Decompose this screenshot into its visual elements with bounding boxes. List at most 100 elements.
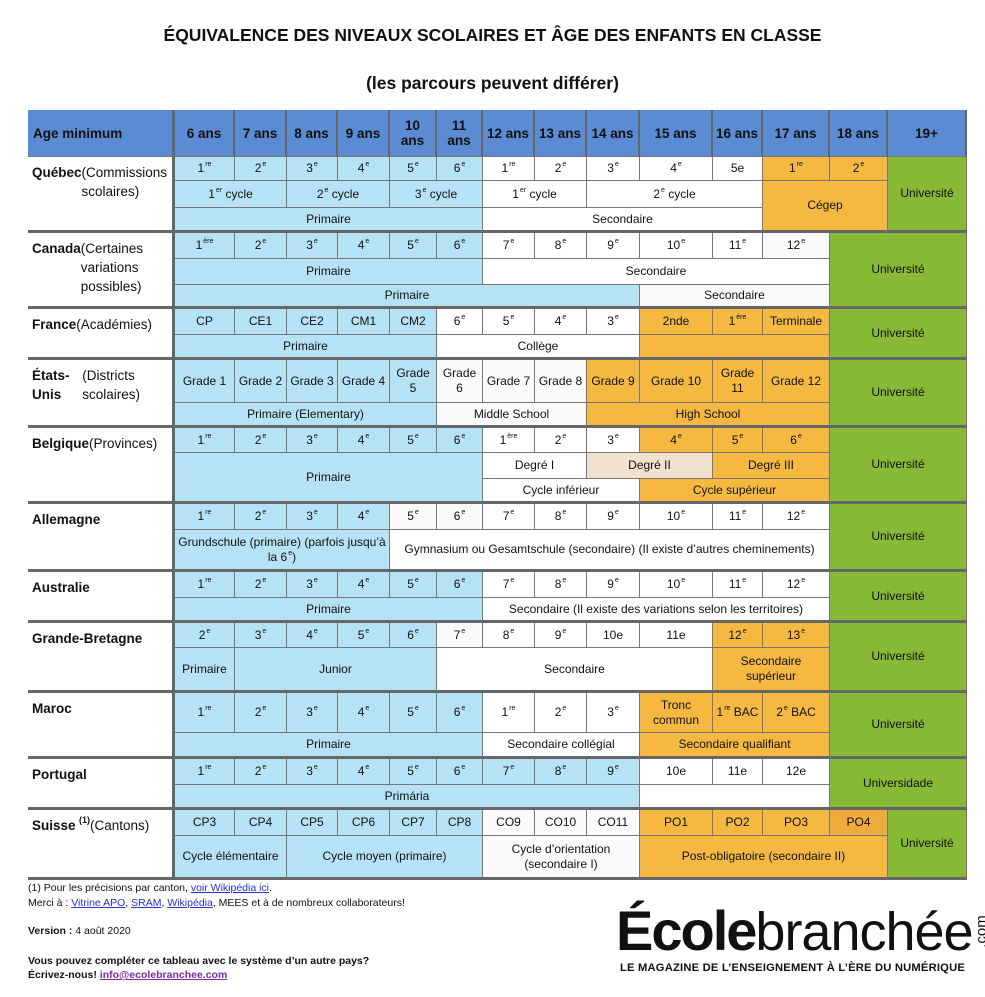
grade-cell: 6e [437, 759, 483, 785]
grade-cell: 10e [640, 759, 713, 785]
header-age: 6 ans [175, 110, 235, 157]
thanks-prefix: Merci à : [28, 897, 72, 909]
grade-cell: Degré II [587, 453, 713, 479]
header-age: 19+ [888, 110, 967, 157]
grade-cell: 3e [287, 504, 338, 530]
grade-cell: CP5 [287, 810, 338, 836]
wikipedia-canton-link[interactable]: voir Wikipédia ici [190, 882, 270, 894]
grade-cell: 2e [235, 693, 287, 733]
grade-cell: 3e [287, 233, 338, 259]
grade-cell: 3e [587, 309, 640, 335]
grade-cell: 2e [235, 157, 287, 181]
country-label: Belgique (Provinces) [28, 428, 175, 504]
grade-cell: Université [830, 360, 967, 428]
grade-cell: 2e [535, 693, 587, 733]
grade-cell: 12e [763, 572, 830, 598]
email-link[interactable]: info@ecolebranchee.com [99, 969, 228, 981]
grade-cell: 6e [437, 157, 483, 181]
thanks-line: Merci à : Vitrine APO, SRAM, Wikipédia, … [28, 897, 405, 909]
header-age: 9 ans [338, 110, 390, 157]
grade-cell: Grundschule (primaire) (parfois jusqu’à … [175, 530, 390, 572]
grade-cell: 2e cycle [587, 181, 763, 208]
grade-cell: CM2 [390, 309, 437, 335]
grade-cell: 6e [763, 428, 830, 453]
grade-cell: 1er cycle [175, 181, 287, 208]
country-subtitle: (Districts scolaires) [82, 368, 140, 402]
country-subtitle: (Provinces) [89, 436, 158, 451]
grade-cell: 12e [763, 759, 830, 785]
grade-cell: 3e [287, 693, 338, 733]
grade-cell: 2nde [640, 309, 713, 335]
country-name: États-Unis [32, 368, 70, 402]
grade-cell: 5e [390, 759, 437, 785]
grade-cell: 1re [483, 157, 535, 181]
header-age: 18 ans [830, 110, 888, 157]
grade-cell: CM1 [338, 309, 390, 335]
grade-cell: Secondaire supérieur [713, 648, 830, 693]
country-label: Grande-Bretagne [28, 623, 175, 693]
grade-cell: 6e [437, 572, 483, 598]
grade-cell: Primaire [175, 208, 483, 233]
country-label: États-Unis (Districts scolaires) [28, 360, 175, 428]
sram-link[interactable]: SRAM [131, 897, 162, 909]
grade-cell: Grade 5 [390, 360, 437, 403]
wikipedia-link[interactable]: Wikipédia [167, 897, 213, 909]
country-label: Québec (Commissions scolaires) [28, 157, 175, 233]
country-label: Allemagne [28, 504, 175, 572]
grade-cell: Primária [175, 785, 640, 810]
header-age: 13 ans [535, 110, 587, 157]
header-age: 14 ans [587, 110, 640, 157]
version-value: 4 août 2020 [72, 925, 131, 937]
grade-cell: Cycle moyen (primaire) [287, 836, 483, 880]
version-line: Version : 4 août 2020 [28, 924, 131, 938]
grade-cell: 3e [587, 428, 640, 453]
country-name: Grande-Bretagne [32, 631, 143, 646]
grade-cell: 1re [175, 759, 235, 785]
header-age: 12 ans [483, 110, 535, 157]
cta-line-2: Écrivez-nous! info@ecolebranchee.com [28, 968, 227, 982]
grade-cell: Secondaire qualifiant [640, 733, 830, 759]
grade-cell: 9e [587, 759, 640, 785]
grade-cell: 12e [763, 504, 830, 530]
grade-cell: Primaire [175, 598, 483, 623]
grade-cell: Université [830, 428, 967, 504]
country-name: France [32, 317, 77, 332]
grade-cell: 3e [287, 157, 338, 181]
grade-cell: 4e [338, 572, 390, 598]
thanks-suffix: , MEES et à de nombreux collaborateurs! [212, 897, 405, 909]
country-label: Australie [28, 572, 175, 623]
grade-cell: Universidade [830, 759, 967, 810]
grade-cell: 5e [390, 233, 437, 259]
grade-cell: Secondaire [483, 208, 763, 233]
page-subtitle: (les parcours peuvent différer) [366, 73, 619, 93]
grade-cell: Grade 10 [640, 360, 713, 403]
grade-cell: Post-obligatoire (secondaire II) [640, 836, 888, 880]
grade-cell: Primaire [175, 453, 483, 504]
grade-cell: CP4 [235, 810, 287, 836]
country-name: Belgique [32, 436, 90, 451]
vitrine-apo-link[interactable]: Vitrine APO [71, 897, 126, 909]
grade-cell: Primaire [175, 733, 483, 759]
version-label: Version : [28, 925, 73, 937]
grade-cell: Middle School [437, 403, 587, 428]
grade-cell: CP3 [175, 810, 235, 836]
grade-cell: Primaire [175, 648, 235, 693]
header-age: 11 ans [437, 110, 483, 157]
grade-cell: 2e [830, 157, 888, 181]
grade-cell: Cycle supérieur [640, 479, 830, 504]
country-name: Allemagne [32, 512, 101, 527]
grade-cell: 6e [437, 504, 483, 530]
footnote-text: (1) Pour les précisions par canton, [28, 882, 191, 894]
grade-cell: Université [830, 309, 967, 360]
grade-cell: 11e [713, 504, 763, 530]
logo-tld: .com [972, 915, 985, 948]
grade-cell: 10e [640, 572, 713, 598]
grade-cell: 7e [437, 623, 483, 648]
grade-cell: 1ère [175, 233, 235, 259]
grade-cell: PO3 [763, 810, 830, 836]
country-label: Maroc [28, 693, 175, 759]
country-name: Maroc [32, 701, 72, 716]
grade-cell: 4e [338, 759, 390, 785]
grade-cell: Primaire [175, 335, 437, 360]
